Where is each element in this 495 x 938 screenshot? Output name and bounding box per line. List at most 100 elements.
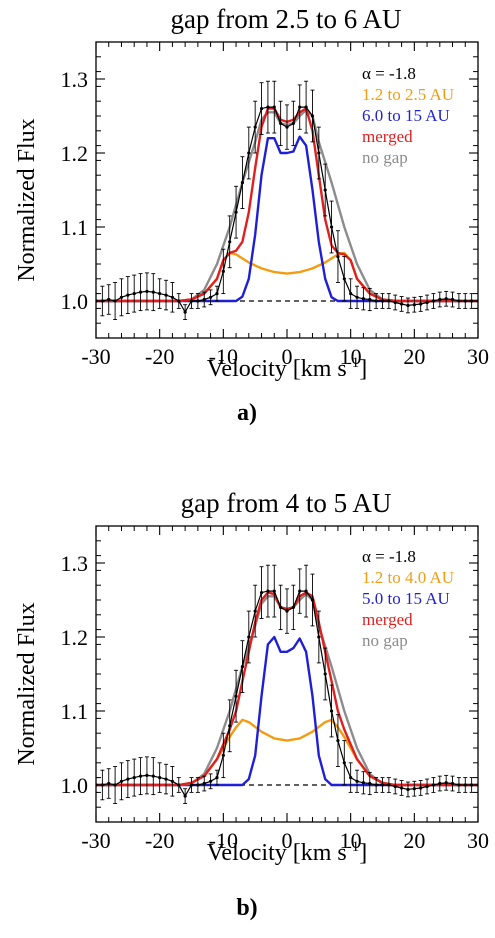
data-point bbox=[183, 794, 187, 798]
data-point bbox=[374, 783, 378, 787]
x-tick-label: 20 bbox=[403, 828, 425, 853]
legend: α = -1.8 1.2 to 2.5 AU 6.0 to 15 AU merged n… bbox=[362, 64, 454, 167]
data-point bbox=[132, 292, 136, 296]
data-point bbox=[400, 302, 404, 306]
x-tick-label: -30 bbox=[81, 828, 110, 853]
data-point bbox=[259, 107, 264, 111]
data-point bbox=[393, 784, 397, 789]
data-point bbox=[304, 105, 308, 109]
chart-title: gap from 2.5 to 6 AU bbox=[171, 4, 402, 34]
x-tick-label: -10 bbox=[209, 828, 238, 853]
data-point bbox=[336, 739, 340, 743]
data-point bbox=[457, 783, 461, 787]
data-point bbox=[438, 781, 442, 786]
data-point bbox=[113, 299, 117, 303]
panel-b: gap from 4 to 5 AU Normalized Flux Veloc… bbox=[14, 488, 489, 921]
x-tick-label: 10 bbox=[340, 828, 362, 853]
legend-entry: merged bbox=[362, 127, 413, 146]
y-tick-label: 1.0 bbox=[61, 289, 89, 314]
legend: α = -1.8 1.2 to 4.0 AU 5.0 to 15 AU merged n… bbox=[362, 547, 454, 650]
data-point bbox=[170, 295, 174, 299]
data-point bbox=[342, 761, 346, 765]
data-point bbox=[119, 295, 124, 299]
data-point bbox=[374, 299, 378, 303]
data-point bbox=[247, 635, 251, 639]
data-point bbox=[412, 787, 416, 791]
data-point bbox=[463, 783, 467, 787]
data-point bbox=[361, 297, 365, 301]
data-point bbox=[240, 181, 245, 185]
data-point bbox=[425, 300, 429, 305]
data-point bbox=[355, 295, 359, 299]
legend-entry: 5.0 to 15 AU bbox=[362, 589, 450, 608]
panel-a: gap from 2.5 to 6 AU Normalized Flux Vel… bbox=[14, 4, 489, 426]
data-point bbox=[387, 299, 391, 303]
data-point bbox=[323, 672, 327, 676]
data-point bbox=[164, 293, 168, 297]
data-point bbox=[425, 784, 429, 789]
y-tick-label: 1.3 bbox=[61, 551, 89, 576]
data-point bbox=[310, 598, 315, 602]
data-point bbox=[438, 297, 442, 302]
data-point bbox=[189, 783, 194, 787]
legend-entry: no gap bbox=[362, 631, 408, 650]
x-tick-label: -20 bbox=[145, 344, 174, 369]
data-point bbox=[406, 303, 410, 308]
x-tick-label: 20 bbox=[403, 344, 425, 369]
data-point bbox=[132, 776, 136, 780]
chart-title: gap from 4 to 5 AU bbox=[181, 488, 392, 518]
data-point bbox=[457, 299, 461, 303]
data-point bbox=[215, 292, 219, 296]
x-tick-label: 0 bbox=[282, 828, 293, 853]
data-point bbox=[228, 240, 232, 244]
legend-entry: merged bbox=[362, 610, 413, 629]
x-tick-label: 0 bbox=[282, 344, 293, 369]
data-point bbox=[298, 105, 302, 109]
y-tick-label: 1.1 bbox=[61, 699, 89, 724]
data-point bbox=[291, 605, 295, 610]
data-point bbox=[253, 125, 257, 129]
data-point bbox=[400, 786, 404, 790]
data-point bbox=[202, 781, 206, 786]
data-point bbox=[209, 295, 213, 299]
data-point bbox=[151, 774, 155, 778]
data-point bbox=[272, 105, 276, 109]
data-point bbox=[221, 269, 225, 273]
data-point bbox=[183, 310, 187, 314]
series-line-outer bbox=[96, 135, 478, 303]
y-axis-label: Normalized Flux bbox=[14, 602, 40, 765]
data-point bbox=[444, 781, 448, 785]
data-point bbox=[323, 188, 327, 192]
data-point bbox=[170, 779, 174, 783]
x-tick-label: -30 bbox=[81, 344, 110, 369]
data-point bbox=[177, 783, 181, 787]
data-point bbox=[450, 781, 455, 786]
data-point bbox=[215, 776, 219, 780]
legend-entry: α = -1.8 bbox=[362, 64, 416, 83]
data-point bbox=[158, 776, 162, 780]
data-point bbox=[419, 302, 423, 306]
data-point bbox=[355, 779, 359, 783]
data-point bbox=[412, 303, 416, 307]
data-point bbox=[317, 635, 321, 639]
data-point bbox=[298, 589, 302, 593]
series-line-outer bbox=[96, 635, 478, 787]
y-tick-label: 1.2 bbox=[61, 625, 89, 650]
data-point bbox=[138, 290, 143, 294]
data-point bbox=[119, 779, 124, 783]
data-point bbox=[228, 724, 232, 728]
data-point bbox=[304, 589, 308, 593]
data-point bbox=[380, 783, 385, 787]
data-point bbox=[145, 773, 149, 777]
observed-data bbox=[96, 80, 478, 320]
data-point bbox=[349, 776, 353, 780]
x-axis-label-close: ] bbox=[359, 356, 367, 382]
data-point bbox=[189, 299, 194, 303]
data-point bbox=[329, 225, 334, 229]
x-tick-label: -10 bbox=[209, 344, 238, 369]
data-point bbox=[342, 277, 346, 281]
data-point bbox=[138, 774, 143, 778]
data-point bbox=[310, 114, 315, 118]
x-tick-label: 30 bbox=[467, 828, 489, 853]
